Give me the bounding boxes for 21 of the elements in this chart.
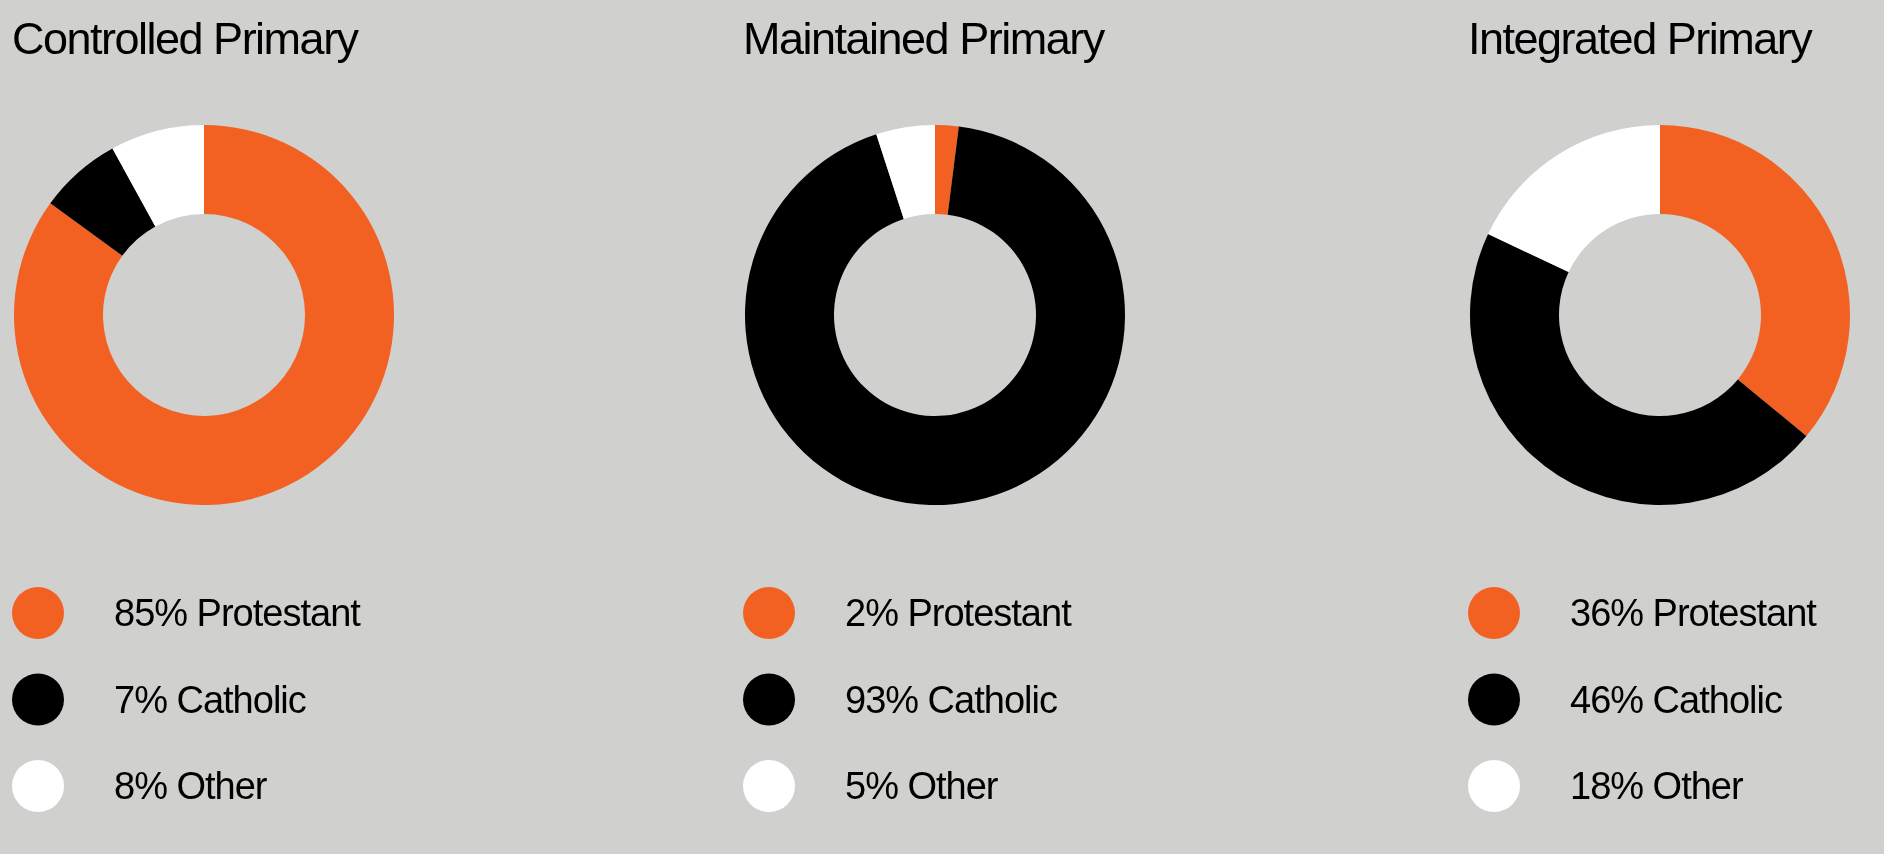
donut-slice <box>935 125 959 215</box>
donut-slice <box>14 125 394 505</box>
donut-slice <box>112 125 204 227</box>
donut-slice <box>50 148 156 256</box>
chart-title: Integrated Primary <box>1468 13 1814 64</box>
donut-slice <box>1470 234 1807 505</box>
chart-title: Controlled Primary <box>12 13 360 64</box>
donut-slice <box>745 126 1125 505</box>
legend-label: 93% Catholic <box>845 678 1057 721</box>
legend-label: 5% Other <box>845 765 999 808</box>
legend-label: 85% Protestant <box>114 592 362 635</box>
donut-slice <box>1488 125 1660 272</box>
legend-label: 2% Protestant <box>845 592 1073 635</box>
legend-label: 18% Other <box>1570 765 1744 808</box>
donut-slice <box>876 125 935 219</box>
legend-label: 7% Catholic <box>114 678 306 721</box>
donut-slice <box>1660 125 1850 437</box>
legend-label: 8% Other <box>114 765 268 808</box>
legend-label: 46% Catholic <box>1570 678 1782 721</box>
legend-label: 36% Protestant <box>1570 592 1818 635</box>
chart-title: Maintained Primary <box>743 13 1106 64</box>
